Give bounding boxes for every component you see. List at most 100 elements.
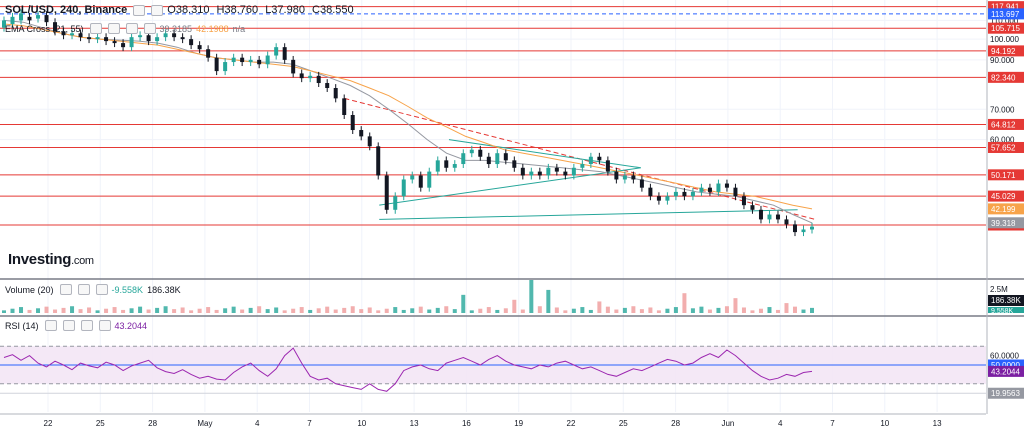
volume-bar [775,309,780,313]
price-level-tag-bg [988,71,1024,83]
volume-bar [231,306,236,313]
pane-separators [0,0,1024,414]
volume-bar [699,306,704,313]
ohlc-high: H38.760 [216,4,259,16]
rsi-eye-button[interactable] [44,320,57,331]
candle-body [129,37,134,48]
rsi-close-button[interactable] [80,320,93,331]
candle-body [180,37,185,40]
y-tick-label: 70.000 [990,105,1015,114]
volume-bar [767,307,772,313]
price-level-tag-bg [988,118,1024,130]
logo-name: Investing [8,251,72,268]
volume-settings-button[interactable] [77,284,90,295]
rsi-tag-bg [988,365,1024,377]
candle-body [112,41,117,44]
volume-bar [427,309,432,313]
price-axis: 110.000100.00090.00070.00060.000117.9411… [988,1,1024,399]
candle-body [299,73,304,79]
candle-body [707,187,712,192]
candle-body [690,191,695,197]
ema-close-button[interactable] [125,23,138,34]
ema-eye-button[interactable] [89,23,102,34]
candle-body [418,175,423,188]
price-level-tag: 57.652 [991,143,1016,152]
x-tick-label: 28 [148,419,157,428]
candle-body [95,37,100,40]
settings-button[interactable] [133,4,146,16]
candle-body [716,183,721,192]
current-price-tag-bg [988,203,1024,215]
volume-eye-button[interactable] [59,284,72,295]
volume-bar [690,308,695,313]
ema-fast-line [3,19,813,224]
volume-bar [223,308,228,313]
candle-body [197,45,202,50]
rsi-line [3,347,813,392]
volume-bar [469,310,474,313]
candle-body [316,75,321,84]
volume-bar [265,309,270,313]
x-tick-label: Jun [721,419,734,428]
volume-bar [78,309,83,313]
volume-bar [495,309,500,313]
candle-body [767,214,772,220]
x-tick-label: 22 [567,419,576,428]
rsi-more-button[interactable] [98,320,111,331]
candle-body [597,156,602,161]
ema-settings-button[interactable] [107,23,120,34]
candle-body [758,209,763,220]
x-tick-label: 28 [671,419,680,428]
rsi-settings-button[interactable] [62,320,75,331]
volume-bar [44,306,49,313]
x-tick-label: 13 [410,419,419,428]
candle-body [529,171,534,176]
volume-bar [656,310,661,313]
current-price-tag-bg [988,217,1024,229]
rsi-legend: RSI (14) 43.2044 [5,320,147,331]
symbol-header: SOL/USD, 240, Binance O38.310 H38.760 L3… [5,4,358,16]
volume-close-button[interactable] [95,284,108,295]
candle-body [53,22,58,32]
candle-body [656,196,661,201]
volume-tag-bg [988,295,1024,306]
candle-body [410,175,415,180]
volume-bar [274,307,279,313]
volume-legend-label: Volume (20) [5,284,54,295]
volume-bar [597,301,602,313]
candle-body [699,187,704,192]
volume-bar [401,309,406,313]
ema-more-button[interactable] [143,23,156,34]
volume-bar [665,308,670,313]
volume-bar [197,308,202,313]
candle-body [214,57,219,72]
volume-bar [716,307,721,313]
y-tick-label: 90.000 [990,56,1015,65]
candle-body [138,35,143,38]
volume-bar [563,310,568,313]
volume-bar [70,306,75,313]
candle-body [495,153,500,165]
price-level-tag-bg [988,22,1024,34]
volume-bar [571,308,576,313]
candle-body [36,15,41,19]
volume-current-value: 186.38K [147,284,181,295]
triangle-lower [379,167,641,206]
x-tick-label: 13 [933,419,942,428]
candle-body [810,226,814,230]
volume-bar [580,307,585,313]
volume-bar [810,307,814,313]
candle-body [61,31,66,36]
volume-bar [180,307,185,313]
candle-body [554,167,559,172]
volume-bar [146,309,151,313]
candle-body [775,214,780,220]
toggle-button[interactable] [151,4,164,16]
volume-bar [299,307,304,313]
x-tick-label: 10 [357,419,366,428]
volume-bar [418,306,423,313]
volume-bar [503,308,508,313]
candle-body [486,156,491,165]
candle-body [163,33,168,38]
